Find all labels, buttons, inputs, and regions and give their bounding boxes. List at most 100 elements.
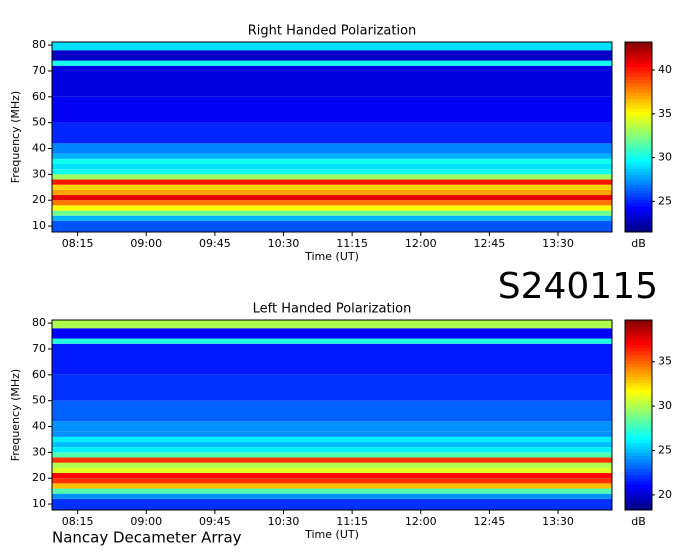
colorbar-step	[625, 168, 652, 173]
colorbar-step	[625, 339, 652, 343]
colorbar-label: dB	[631, 515, 646, 528]
y-tick-label: 60	[32, 90, 46, 103]
colorbar-step	[625, 206, 652, 211]
colorbar-step	[625, 149, 652, 154]
colorbar-step	[625, 367, 652, 372]
x-tick-label: 12:00	[405, 515, 437, 528]
y-tick-label: 30	[32, 167, 46, 180]
colorbar-step	[625, 459, 652, 463]
colorbar-step	[625, 484, 652, 489]
x-tick-label: 10:30	[268, 515, 300, 528]
x-tick-label: 11:15	[336, 515, 368, 528]
colorbar-step	[625, 386, 652, 391]
colorbar-step	[625, 181, 652, 185]
heatmap-cell	[52, 50, 612, 61]
colorbar-step	[625, 76, 652, 81]
colorbar-step	[625, 405, 652, 410]
heatmap-cell	[52, 189, 612, 196]
heatmap-cell	[52, 60, 612, 66]
colorbar-step	[625, 456, 652, 460]
colorbar-step	[625, 83, 652, 87]
colorbar-step	[625, 216, 652, 220]
colorbar-step	[625, 159, 652, 163]
heatmap-cell	[52, 184, 612, 190]
colorbar-step	[625, 475, 652, 479]
y-tick-label: 10	[32, 497, 46, 510]
heatmap-cell	[52, 205, 612, 211]
y-tick-label: 30	[32, 445, 46, 458]
colorbar-step	[625, 64, 652, 68]
colorbar-step	[625, 137, 652, 141]
colorbar-tick-label: 35	[658, 355, 672, 368]
colorbar-step	[625, 342, 652, 346]
heatmap-cell	[52, 65, 612, 97]
colorbar-step	[625, 92, 652, 97]
heatmap-cell	[52, 122, 612, 144]
colorbar-step	[625, 427, 652, 432]
y-tick-label: 50	[32, 116, 46, 129]
heatmap-cell	[52, 343, 612, 375]
colorbar-step	[625, 434, 652, 438]
colorbar-step	[625, 478, 652, 482]
colorbar-step	[625, 364, 652, 368]
colorbar-step	[625, 171, 652, 176]
x-tick-label: 08:15	[62, 237, 94, 250]
colorbar-step	[625, 57, 652, 62]
colorbar-step	[625, 187, 652, 192]
colorbar-step	[625, 228, 652, 233]
colorbar-step	[625, 370, 652, 375]
heatmap-cell	[52, 338, 612, 344]
colorbar-step	[625, 411, 652, 416]
colorbar-step	[625, 472, 652, 476]
colorbar-tick-label: 20	[658, 488, 672, 501]
heatmap-cell	[52, 215, 612, 221]
colorbar-step	[625, 389, 652, 394]
x-tick-label: 12:00	[405, 237, 437, 250]
heatmap-cell	[52, 483, 612, 489]
colorbar-step	[625, 491, 652, 495]
colorbar-step	[625, 203, 652, 208]
colorbar-step	[625, 80, 652, 84]
colorbar-step	[625, 194, 652, 198]
colorbar-step	[625, 222, 652, 227]
heatmap-cell	[52, 179, 612, 185]
colorbar-step	[625, 54, 652, 59]
colorbar-tick-label: 40	[658, 63, 672, 76]
colorbar-step	[625, 380, 652, 384]
heatmap-cell	[52, 467, 612, 474]
colorbar-step	[625, 487, 652, 492]
colorbar-tick-label: 30	[658, 151, 672, 164]
colorbar-step	[625, 462, 652, 467]
colorbar-step	[625, 497, 652, 501]
colorbar-step	[625, 213, 652, 217]
x-tick-label: 12:45	[474, 515, 506, 528]
colorbar-frame	[624, 319, 653, 511]
x-tick-label: 12:45	[474, 237, 506, 250]
y-tick-label: 50	[32, 394, 46, 407]
heatmap-cell	[52, 400, 612, 422]
heatmap-cell	[52, 457, 612, 463]
colorbar-step	[625, 67, 652, 71]
y-tick-label: 20	[32, 471, 46, 484]
colorbar-step	[625, 351, 652, 356]
colorbar-tick-label: 25	[658, 194, 672, 207]
colorbar-step	[625, 481, 652, 486]
x-tick-label: 09:45	[199, 237, 231, 250]
y-tick-label: 40	[32, 142, 46, 155]
heatmap-cell	[52, 42, 612, 51]
x-tick-label: 09:45	[199, 515, 231, 528]
source-label: Nancay Decameter Array	[52, 529, 242, 547]
colorbar-step	[625, 200, 652, 204]
colorbar-step	[625, 421, 652, 425]
colorbar-step	[625, 108, 652, 113]
colorbar-step	[625, 503, 652, 508]
heatmap-cell	[52, 210, 612, 216]
colorbar-step	[625, 440, 652, 444]
colorbar-step	[625, 73, 652, 78]
y-tick-label: 60	[32, 368, 46, 381]
colorbar-step	[625, 358, 652, 362]
y-tick-label: 10	[32, 219, 46, 232]
colorbar-step	[625, 465, 652, 470]
colorbar-step	[625, 443, 652, 448]
colorbar-step	[625, 95, 652, 100]
